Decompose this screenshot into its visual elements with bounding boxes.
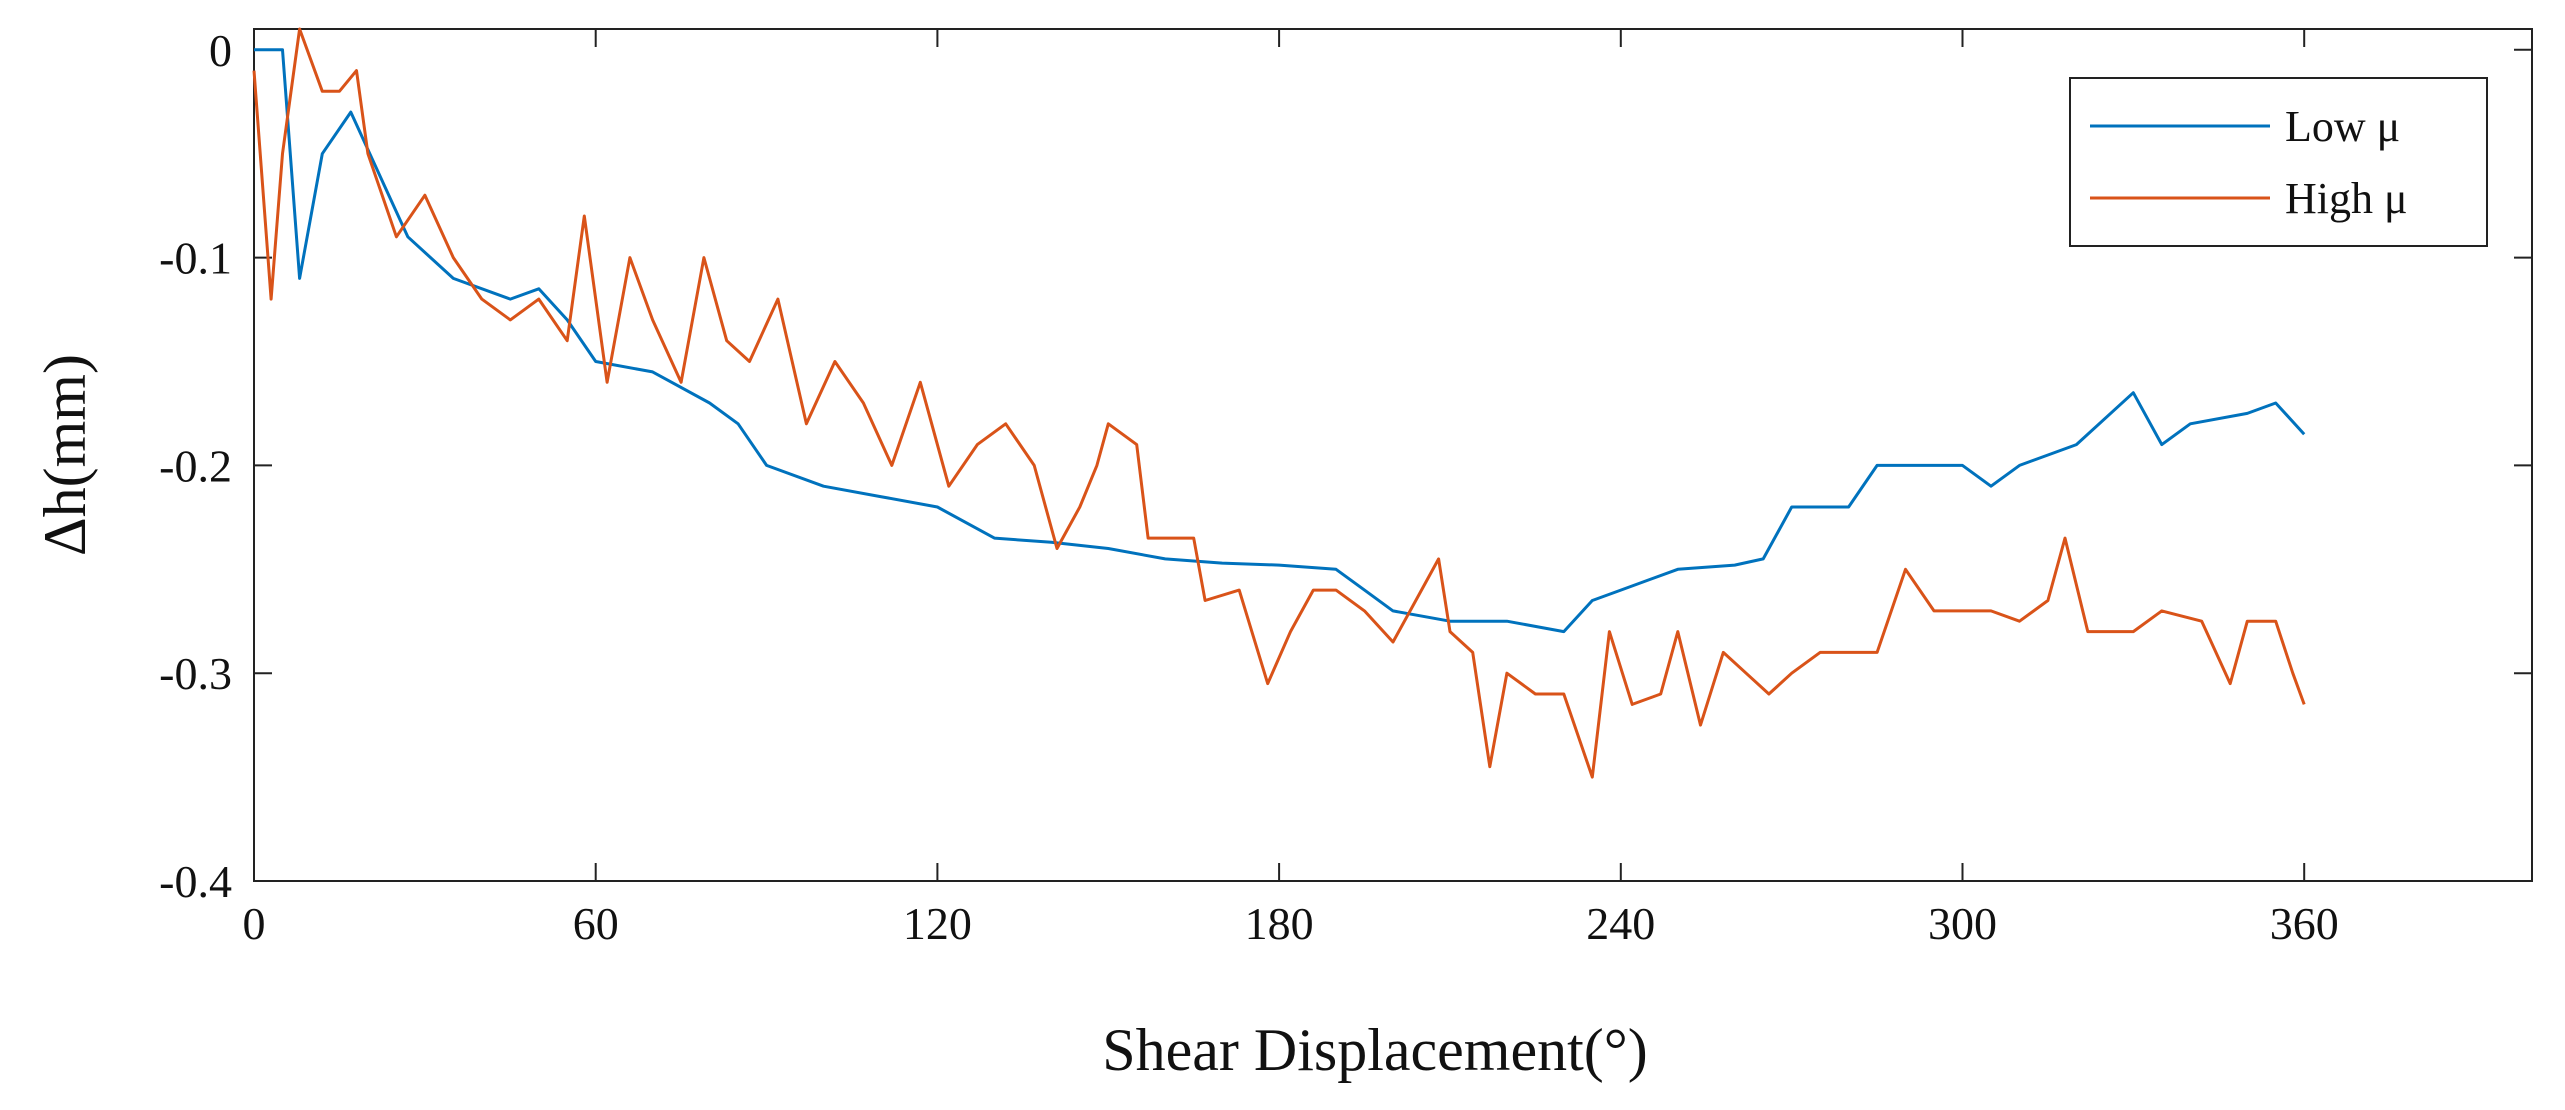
legend-label: Low μ bbox=[2285, 102, 2400, 151]
y-axis-label: Δh(mm) bbox=[32, 354, 98, 556]
y-tick-label: -0.4 bbox=[159, 856, 232, 907]
data-line bbox=[254, 48, 2306, 634]
x-axis-label: Shear Displacement(°) bbox=[1102, 1017, 1647, 1083]
data-line bbox=[252, 27, 2306, 779]
y-tick-label: -0.3 bbox=[159, 648, 232, 699]
x-tick-label: 60 bbox=[573, 898, 619, 949]
y-tick-label: -0.2 bbox=[159, 440, 232, 491]
x-tick-label: 360 bbox=[2270, 898, 2339, 949]
legend-label: High μ bbox=[2285, 174, 2408, 223]
x-tick-label: 0 bbox=[243, 898, 266, 949]
x-tick-label: 240 bbox=[1586, 898, 1655, 949]
x-tick-label: 120 bbox=[903, 898, 972, 949]
legend-box bbox=[2069, 77, 2488, 247]
y-tick-label: 0 bbox=[209, 25, 232, 76]
x-tick-label: 180 bbox=[1245, 898, 1314, 949]
x-tick-label: 300 bbox=[1928, 898, 1997, 949]
y-tick-label: -0.1 bbox=[159, 233, 232, 284]
